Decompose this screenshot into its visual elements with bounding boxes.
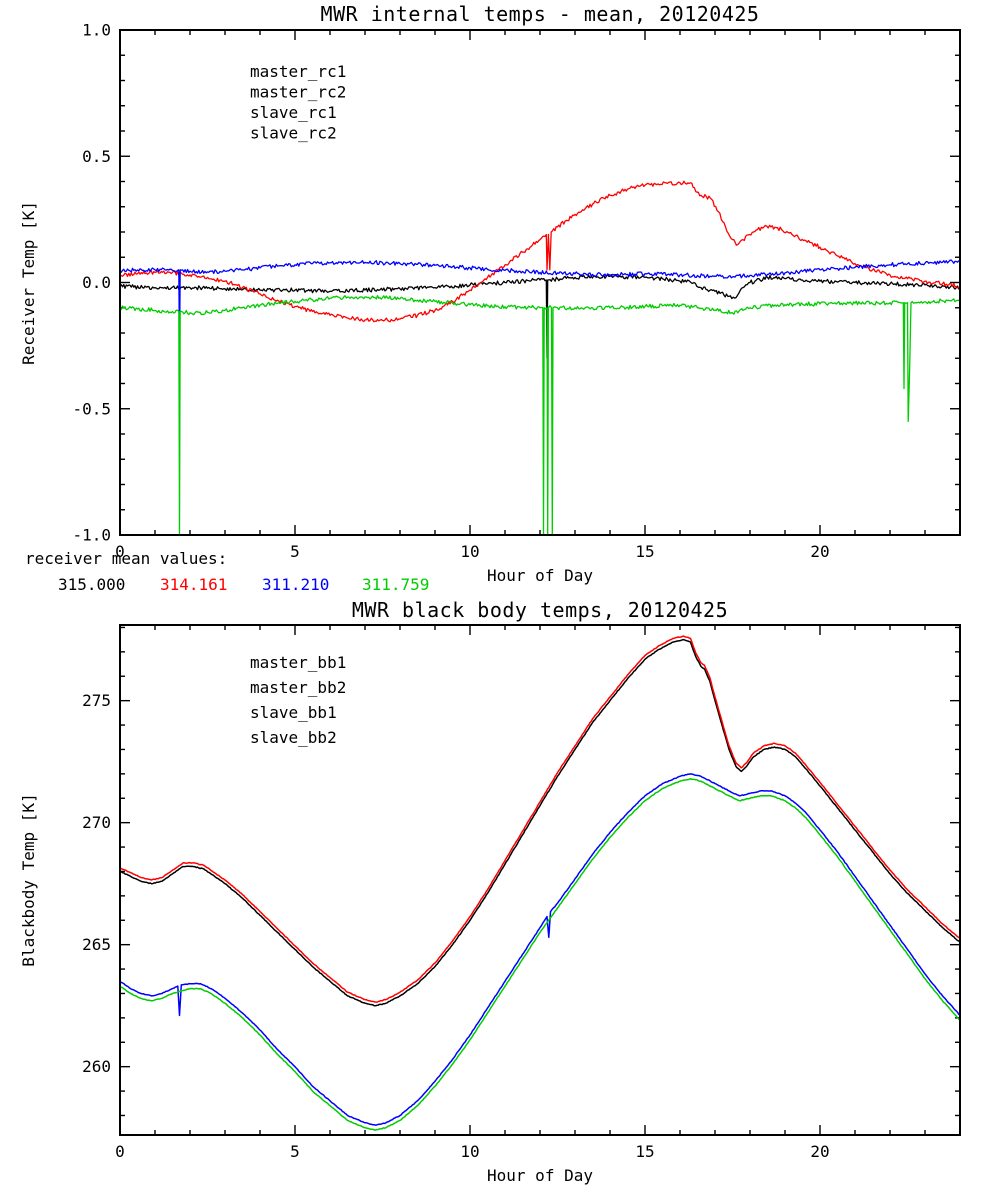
y-tick-label: 0.5 [82,147,111,166]
y-axis-label: Receiver Temp [K] [19,201,38,365]
series-slave_rc2 [119,294,961,536]
legend-label-master_bb2: master_bb2 [250,678,346,697]
tick-marks [119,625,961,1135]
x-tick-label: 5 [290,1142,300,1161]
y-tick-label: -1.0 [72,526,111,545]
y-tick-label: 1.0 [82,21,111,40]
y-axis-label: Blackbody Temp [K] [19,793,38,966]
legend-label-slave_rc1: slave_rc1 [250,103,337,122]
x-tick-label: 10 [460,542,479,561]
chart-title: MWR internal temps - mean, 20120425 [321,2,760,26]
x-tick-label: 0 [115,542,125,561]
series-slave_rc1 [119,259,961,354]
y-tick-label: -0.5 [72,399,111,418]
x-tick-label: 20 [810,542,829,561]
series-master_bb1 [119,638,961,1007]
x-tick-label: 5 [290,542,300,561]
legend-label-slave_bb2: slave_bb2 [250,728,337,747]
series-slave_bb1 [119,773,961,1126]
x-tick-label: 15 [635,1142,654,1161]
x-tick-label: 10 [460,1142,479,1161]
y-tick-label: 260 [82,1057,111,1076]
legend-label-master_rc2: master_rc2 [250,83,346,102]
x-axis-label: Hour of Day [487,566,593,585]
legend-label-slave_rc2: slave_rc2 [250,124,337,143]
y-tick-label: 270 [82,813,111,832]
plot-frame [119,29,961,536]
legend-label-slave_bb1: slave_bb1 [250,703,337,722]
y-tick-label: 0.0 [82,273,111,292]
y-tick-label: 265 [82,935,111,954]
x-tick-label: 15 [635,542,654,561]
series-master_bb2 [119,635,961,1003]
x-axis-label: Hour of Day [487,1166,593,1185]
series-master_rc2 [119,180,961,323]
x-tick-label: 20 [810,1142,829,1161]
receiver-temp-chart: MWR internal temps - mean, 20120425 Hour … [19,2,961,585]
chart-title: MWR black body temps, 20120425 [352,600,728,622]
legend-label-master_rc1: master_rc1 [250,62,346,81]
x-tick-label: 0 [115,1142,125,1161]
legend-label-master_bb1: master_bb1 [250,653,346,672]
blackbody-temp-chart: MWR black body temps, 20120425 Hour of Da… [19,600,961,1185]
series-slave_bb2 [119,777,961,1131]
series-master_rc1 [119,273,961,359]
plot-frame [119,624,961,1136]
y-tick-label: 275 [82,691,111,710]
